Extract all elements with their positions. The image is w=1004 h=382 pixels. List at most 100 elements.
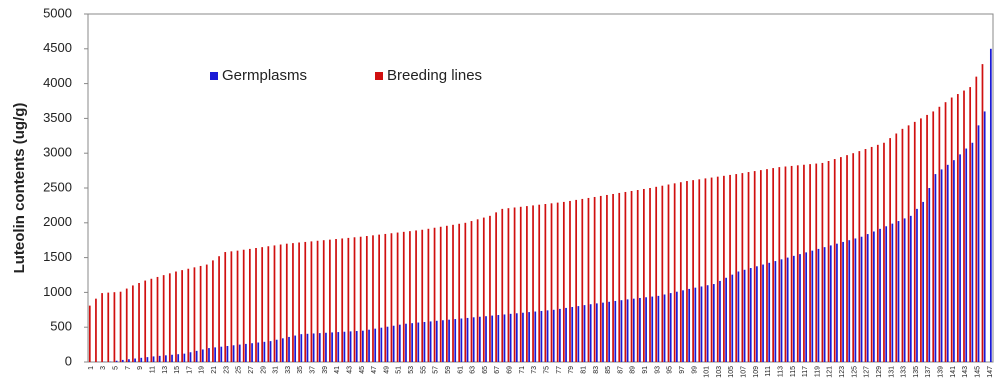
bar bbox=[183, 353, 186, 362]
bar bbox=[445, 225, 448, 362]
bar bbox=[799, 254, 801, 362]
x-tick-label: 59 bbox=[445, 366, 452, 374]
bar bbox=[171, 354, 173, 362]
bar bbox=[686, 181, 688, 362]
bar bbox=[472, 317, 475, 362]
x-tick-label: 49 bbox=[383, 366, 390, 374]
x-tick-label: 77 bbox=[556, 366, 563, 374]
bar bbox=[349, 331, 352, 362]
bar bbox=[969, 87, 972, 362]
legend-swatch bbox=[375, 72, 383, 80]
bar bbox=[842, 241, 844, 362]
bar bbox=[362, 330, 364, 362]
x-tick-label: 113 bbox=[777, 366, 784, 377]
x-tick-label: 55 bbox=[420, 366, 427, 374]
bar bbox=[756, 266, 758, 362]
bar bbox=[706, 285, 709, 362]
bar bbox=[433, 227, 436, 362]
bar bbox=[101, 293, 103, 362]
bar bbox=[778, 167, 781, 362]
bar bbox=[889, 138, 891, 362]
x-tick-label: 63 bbox=[470, 366, 477, 374]
bar bbox=[275, 339, 278, 362]
x-tick-label: 123 bbox=[839, 366, 846, 378]
bar bbox=[411, 323, 413, 362]
bar bbox=[743, 269, 746, 362]
bar bbox=[181, 270, 183, 362]
bar bbox=[526, 206, 528, 362]
bar bbox=[156, 276, 159, 362]
x-tick-label: 19 bbox=[199, 366, 206, 374]
bar bbox=[409, 231, 411, 362]
x-tick-label: 147 bbox=[987, 366, 994, 378]
bar bbox=[405, 323, 407, 362]
bar bbox=[630, 190, 633, 362]
bar bbox=[485, 316, 487, 362]
bar bbox=[263, 341, 266, 362]
bar bbox=[454, 319, 457, 362]
bar bbox=[162, 275, 165, 362]
bar bbox=[860, 236, 863, 362]
bar bbox=[618, 192, 621, 362]
bar bbox=[335, 239, 337, 362]
bar bbox=[341, 238, 344, 362]
bar bbox=[522, 312, 524, 362]
x-tick-label: 9 bbox=[137, 366, 144, 370]
bar bbox=[427, 228, 430, 362]
bar bbox=[384, 233, 387, 362]
bar bbox=[460, 318, 463, 362]
bar bbox=[281, 338, 284, 362]
bar bbox=[152, 356, 155, 362]
bar bbox=[759, 170, 762, 362]
bar bbox=[599, 195, 602, 362]
bar bbox=[694, 287, 697, 362]
bar bbox=[612, 193, 614, 362]
bar bbox=[158, 355, 161, 362]
bar bbox=[848, 240, 851, 362]
bar bbox=[316, 240, 319, 362]
bar bbox=[337, 332, 340, 362]
x-tick-label: 137 bbox=[925, 366, 932, 378]
bar bbox=[626, 299, 629, 362]
y-tick-label: 4500 bbox=[43, 40, 72, 55]
y-tick-label: 1000 bbox=[43, 284, 72, 299]
bar bbox=[189, 352, 192, 362]
bar bbox=[423, 321, 426, 362]
bar bbox=[534, 311, 537, 362]
bar bbox=[909, 215, 912, 362]
bar bbox=[614, 300, 617, 362]
bar bbox=[784, 166, 787, 362]
bar bbox=[261, 247, 264, 362]
bar bbox=[398, 324, 401, 362]
bar bbox=[312, 333, 315, 362]
bar bbox=[187, 268, 190, 362]
bar bbox=[257, 342, 260, 362]
bar bbox=[248, 248, 251, 362]
bar bbox=[519, 206, 522, 362]
bar bbox=[390, 233, 393, 362]
bar bbox=[950, 97, 953, 363]
bar bbox=[267, 246, 270, 362]
bar bbox=[365, 236, 368, 362]
bar bbox=[661, 185, 664, 362]
x-tick-label: 109 bbox=[753, 366, 760, 378]
bar bbox=[546, 310, 549, 362]
x-tick-label: 11 bbox=[149, 366, 156, 373]
bar bbox=[245, 343, 247, 362]
bar bbox=[559, 308, 561, 362]
bar bbox=[125, 288, 128, 362]
bar bbox=[852, 153, 855, 362]
bar bbox=[429, 321, 432, 362]
bar bbox=[956, 94, 959, 362]
bar bbox=[636, 190, 639, 362]
bar bbox=[725, 277, 727, 362]
bar bbox=[121, 359, 124, 362]
bar bbox=[439, 226, 442, 362]
bar bbox=[817, 248, 820, 362]
x-tick-label: 21 bbox=[211, 366, 218, 374]
x-tick-label: 29 bbox=[260, 366, 267, 374]
bar bbox=[212, 260, 214, 362]
bar bbox=[255, 247, 257, 362]
bar bbox=[589, 304, 592, 362]
